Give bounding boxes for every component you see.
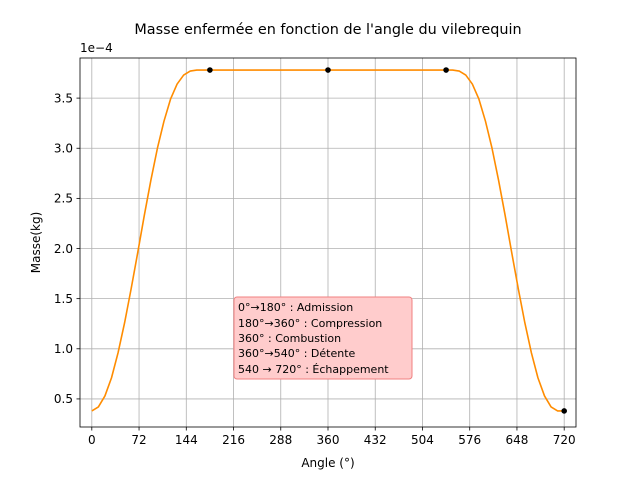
- data-point-marker: [207, 67, 213, 73]
- data-point-marker: [561, 408, 567, 414]
- x-tick-label: 144: [175, 433, 198, 447]
- y-axis-ticks: 0.5 1.0 1.5 2.0 2.5 3.0 3.5: [54, 91, 80, 406]
- y-tick-label: 2.5: [54, 192, 73, 206]
- plot-area: [91, 67, 567, 414]
- annotation-line-3: 360° : Combustion: [238, 332, 341, 345]
- x-tick-label: 0: [88, 433, 96, 447]
- annotation-line-2: 180°→360° : Compression: [238, 317, 382, 330]
- x-tick-label: 216: [222, 433, 245, 447]
- x-tick-label: 432: [364, 433, 387, 447]
- y-tick-label: 1.5: [54, 292, 73, 306]
- x-tick-label: 648: [505, 433, 528, 447]
- y-tick-label: 3.5: [54, 91, 73, 105]
- x-tick-label: 72: [131, 433, 146, 447]
- x-tick-label: 576: [458, 433, 481, 447]
- data-point-marker: [443, 67, 449, 73]
- chart-title: Masse enfermée en fonction de l'angle du…: [134, 22, 521, 38]
- y-axis-label: Masse(kg): [29, 212, 43, 274]
- annotation-line-1: 0°→180° : Admission: [238, 301, 353, 314]
- y-offset-label: 1e−4: [80, 41, 113, 55]
- x-axis-ticks: 0 72 144 216 288 360 432 504 576 648 720: [88, 427, 576, 447]
- annotation-line-4: 360°→540° : Détente: [238, 347, 356, 360]
- y-tick-label: 0.5: [54, 392, 73, 406]
- y-tick-label: 1.0: [54, 342, 73, 356]
- x-tick-label: 288: [269, 433, 292, 447]
- annotation-box: 0°→180° : Admission 180°→360° : Compress…: [233, 296, 413, 380]
- x-tick-label: 360: [317, 433, 340, 447]
- annotation-background: [233, 296, 413, 380]
- y-tick-label: 3.0: [54, 142, 73, 156]
- x-axis-label: Angle (°): [301, 456, 354, 470]
- x-tick-label: 720: [553, 433, 576, 447]
- y-tick-label: 2.0: [54, 242, 73, 256]
- mass-curve-line: [91, 69, 565, 412]
- data-point-marker: [325, 67, 331, 73]
- x-tick-label: 504: [411, 433, 434, 447]
- annotation-line-5: 540 → 720° : Échappement: [238, 363, 389, 376]
